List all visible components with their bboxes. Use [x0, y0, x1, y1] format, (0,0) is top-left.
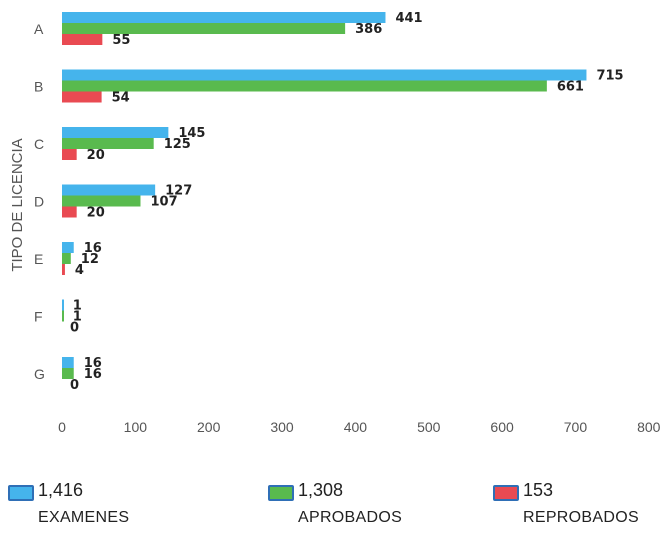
bar-aprobados-g	[62, 368, 74, 379]
data-label-aprobados-a: 386	[355, 22, 382, 37]
data-label-examenes-d: 127	[165, 184, 192, 199]
bar-examenes-d	[62, 184, 156, 196]
bar-examenes-f	[62, 299, 64, 311]
x-axis-tick-labels: 0 100 200 300 400 500 600 700 800	[58, 419, 661, 435]
bar-examenes-a	[62, 12, 386, 23]
bar-reprobados-b	[62, 91, 102, 103]
data-label-aprobados-d: 107	[150, 195, 177, 210]
bar-aprobados-a	[62, 23, 346, 34]
bar-reprobados-d	[62, 206, 77, 218]
x-tick-600: 600	[490, 419, 514, 435]
bar-reprobados-e	[62, 264, 65, 275]
x-tick-300: 300	[270, 419, 294, 435]
legend-value-reprobados: 153	[523, 480, 554, 500]
legend-value-examenes: 1,416	[38, 480, 84, 500]
data-label-reprobados-d: 20	[87, 206, 105, 221]
legend-name-aprobados: APROBADOS	[298, 509, 403, 526]
bar-examenes-c	[62, 127, 169, 138]
x-tick-400: 400	[344, 419, 368, 435]
data-label-aprobados-f: 1	[73, 310, 82, 325]
bar-aprobados-d	[62, 195, 141, 207]
bar-examenes-e	[62, 242, 74, 253]
category-label-c: C	[34, 136, 44, 152]
data-label-aprobados-e: 12	[81, 252, 99, 267]
legend-swatch-reprobados	[493, 485, 519, 501]
chart-data-labels: 4413865571566154145125201271072016124110…	[70, 11, 624, 393]
data-label-reprobados-e: 4	[75, 263, 84, 278]
category-label-f: F	[34, 309, 43, 325]
category-label-d: D	[34, 194, 44, 210]
bar-aprobados-f	[62, 310, 64, 322]
bar-aprobados-b	[62, 80, 547, 92]
x-tick-500: 500	[417, 419, 441, 435]
data-label-reprobados-f: 0	[70, 321, 79, 336]
category-label-g: G	[34, 366, 45, 382]
x-tick-0: 0	[58, 419, 66, 435]
data-label-aprobados-c: 125	[164, 137, 191, 152]
category-label-b: B	[34, 79, 43, 95]
legend-swatch-examenes	[8, 485, 34, 501]
x-tick-700: 700	[564, 419, 588, 435]
y-axis-title: TIPO DE LICENCIA	[9, 138, 26, 271]
category-label-a: A	[34, 21, 44, 37]
bar-aprobados-e	[62, 253, 71, 264]
bar-examenes-g	[62, 357, 74, 368]
data-label-examenes-e: 16	[84, 241, 102, 256]
bar-reprobados-a	[62, 34, 103, 45]
chart-bars	[62, 12, 587, 379]
bar-examenes-b	[62, 69, 587, 81]
data-label-examenes-a: 441	[395, 11, 422, 26]
legend-name-examenes: EXAMENES	[38, 509, 130, 526]
category-label-e: E	[34, 251, 43, 267]
data-label-aprobados-b: 661	[557, 80, 584, 95]
data-label-examenes-g: 16	[84, 356, 102, 371]
data-label-aprobados-g: 16	[84, 367, 102, 382]
legend-swatch-aprobados	[268, 485, 294, 501]
x-tick-100: 100	[124, 419, 148, 435]
x-tick-200: 200	[197, 419, 221, 435]
legend-name-reprobados: REPROBADOS	[523, 509, 639, 526]
data-label-examenes-c: 145	[178, 126, 205, 141]
data-label-reprobados-b: 54	[112, 91, 130, 106]
data-label-reprobados-c: 20	[87, 148, 105, 163]
bar-aprobados-c	[62, 138, 154, 149]
bar-reprobados-c	[62, 149, 77, 160]
y-axis-category-labels: A B C D E F G	[34, 21, 45, 382]
data-label-reprobados-g: 0	[70, 378, 79, 393]
data-label-examenes-f: 1	[73, 299, 82, 314]
x-tick-800: 800	[637, 419, 661, 435]
data-label-examenes-b: 715	[596, 69, 623, 84]
legend-value-aprobados: 1,308	[298, 480, 344, 500]
data-label-reprobados-a: 55	[112, 33, 130, 48]
